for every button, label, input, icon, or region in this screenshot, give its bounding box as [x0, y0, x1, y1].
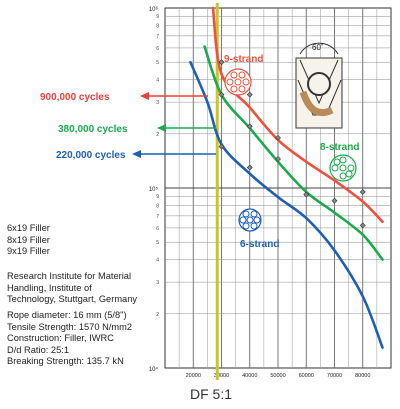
- six-strand-icon: [238, 208, 262, 232]
- df-ratio-label: DF 5:1: [190, 386, 233, 402]
- axis-labels: 10⁶ 10⁵ 10⁴ 20000 30000 40000 50000 60000 70000 8…: [149, 6, 371, 379]
- note-line: D/d Ratio: 25:1: [7, 344, 70, 355]
- y-minor-tick-label: 9: [156, 194, 159, 200]
- groove-diagram: 60˚: [295, 42, 343, 129]
- note-line: Technology, Stuttgart, Germany: [7, 294, 138, 304]
- note-line: 6x19 Filler: [7, 223, 50, 233]
- note-line: Handling, Institute of: [7, 282, 92, 293]
- y-minor-tick-label: 8: [156, 23, 159, 29]
- y-minor-tick-label: 3: [156, 100, 159, 106]
- data-point: [359, 189, 366, 195]
- y-minor-tick-label: 6: [156, 46, 159, 52]
- note-line: Rope diameter: 16 mm (5/8"): [7, 310, 127, 320]
- cycle-label-220k: 220,000 cycles: [56, 150, 126, 161]
- x-tick-label: 80000: [355, 373, 370, 379]
- data-point: [275, 156, 281, 162]
- cycle-900k: 900,000 cycles: [40, 92, 208, 103]
- y-tick-label: 10⁴: [149, 366, 159, 373]
- test-specs: Rope diameter: 16 mm (5/8") Tensile Stre…: [7, 310, 132, 368]
- y-minor-tick-label: 2: [156, 312, 159, 318]
- data-point: [246, 91, 253, 98]
- note-line: 9x19 Filler: [7, 246, 50, 256]
- x-tick-label: 70000: [327, 373, 342, 379]
- y-minor-tick-label: 5: [156, 60, 159, 66]
- cycle-380k: 380,000 cycles: [58, 124, 216, 135]
- cycle-label-380k: 380,000 cycles: [58, 124, 128, 135]
- y-minor-tick-label: 9: [156, 14, 159, 20]
- note-line: Research Institute for Material: [7, 271, 132, 281]
- angle-label: 60˚: [312, 43, 324, 52]
- data-point: [218, 91, 225, 98]
- y-tick-label: 10⁶: [149, 6, 159, 13]
- x-tick-label: 50000: [270, 373, 285, 379]
- y-minor-tick-label: 5: [156, 240, 159, 246]
- eight-strand-label: 8-strand: [320, 142, 359, 153]
- source-note: Research Institute for Material Handling…: [7, 271, 137, 306]
- x-tick-label: 40000: [242, 373, 257, 379]
- y-minor-tick-label: 8: [156, 203, 159, 209]
- rope-construction-list: 6x19 Filler 8x19 Filler 9x19 Filler: [7, 223, 50, 258]
- y-tick-label: 10⁵: [149, 186, 159, 193]
- data-point: [246, 123, 253, 130]
- nine-strand-label: 9-strand: [224, 54, 263, 65]
- series-line-8-strand: [203, 45, 384, 261]
- eight-strand-icon: [329, 154, 357, 182]
- y-minor-tick-label: 7: [156, 214, 159, 220]
- y-minor-tick-label: 7: [156, 34, 159, 40]
- y-minor-tick-label: 6: [156, 226, 159, 232]
- data-point: [218, 143, 225, 150]
- y-minor-tick-label: 4: [156, 258, 159, 264]
- cycle-label-900k: 900,000 cycles: [40, 92, 110, 103]
- cycle-220k: 220,000 cycles: [56, 150, 216, 161]
- data-point: [246, 164, 253, 171]
- six-strand-label: 6-strand: [240, 239, 279, 250]
- data-point: [303, 191, 310, 198]
- y-minor-tick-label: 3: [156, 280, 159, 286]
- x-tick-label: 30000: [214, 373, 229, 379]
- x-tick-label: 60000: [299, 373, 314, 379]
- data-point: [218, 59, 225, 66]
- note-line: Tensile Strength: 1570 N/mm2: [7, 321, 133, 332]
- nine-strand-icon: [224, 68, 252, 96]
- data-point: [331, 197, 338, 204]
- markers: [218, 59, 366, 229]
- y-minor-tick-label: 4: [156, 78, 159, 84]
- data-point: [275, 134, 281, 141]
- grid: 2 3 4 5 6 7 8 9 2 3 4 5 6 7 8 9: [156, 7, 392, 369]
- series-line-6-strand: [189, 60, 384, 349]
- x-tick-label: 20000: [186, 373, 201, 379]
- note-line: Breaking Strength: 135.7 kN: [7, 356, 124, 366]
- note-line: Construction: Filler, IWRC: [7, 333, 114, 343]
- note-line: 8x19 Filler: [7, 234, 50, 245]
- curves: [189, 6, 384, 349]
- series-line-9-strand: [211, 6, 384, 223]
- y-minor-tick-label: 2: [156, 132, 159, 138]
- data-point: [359, 222, 366, 229]
